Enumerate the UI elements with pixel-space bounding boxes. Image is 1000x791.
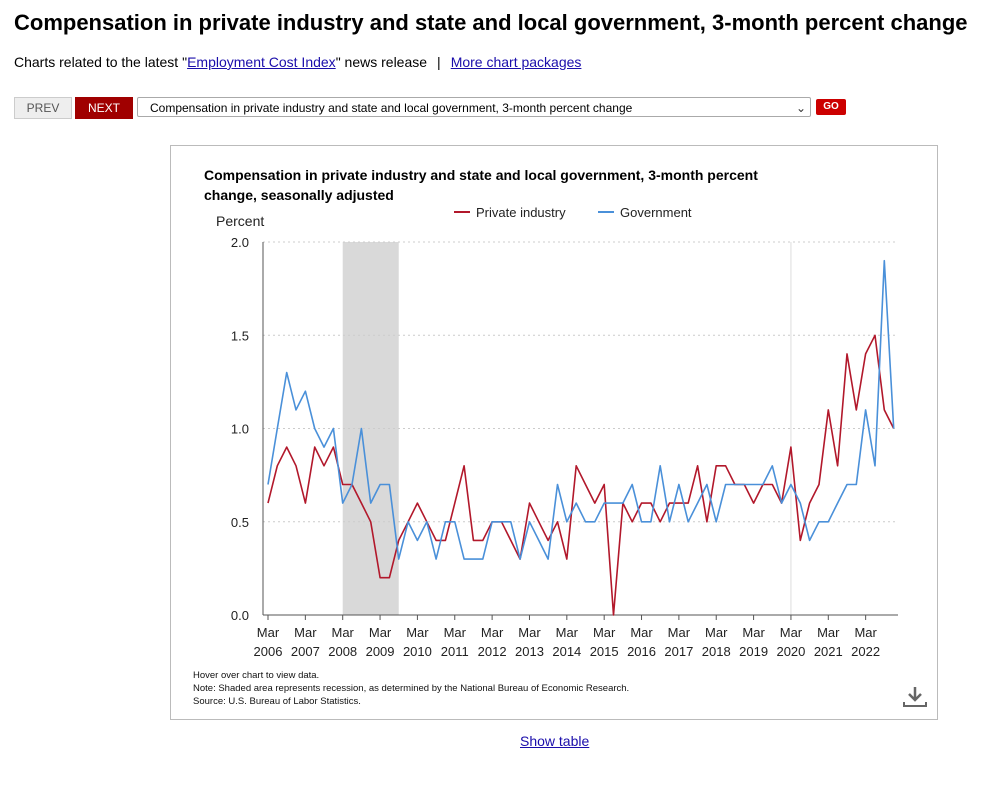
x-tick-month: Mar	[556, 625, 579, 640]
chart-note: Note: Shaded area represents recession, …	[193, 683, 629, 694]
x-tick-year: 2022	[851, 644, 880, 659]
series-line-government	[267, 259, 895, 560]
download-icon[interactable]	[903, 687, 927, 707]
x-tick-month: Mar	[817, 625, 840, 640]
x-tick-month: Mar	[481, 625, 504, 640]
x-tick-year: 2010	[403, 644, 432, 659]
next-button[interactable]: NEXT	[75, 97, 133, 119]
employment-cost-index-link[interactable]: Employment Cost Index	[187, 54, 336, 70]
x-tick-month: Mar	[854, 625, 877, 640]
x-tick-month: Mar	[257, 625, 280, 640]
x-tick-year: 2012	[478, 644, 507, 659]
chart-select-value: Compensation in private industry and sta…	[150, 101, 633, 115]
x-tick-year: 2006	[254, 644, 283, 659]
chart-select[interactable]: Compensation in private industry and sta…	[137, 97, 811, 117]
x-tick-month: Mar	[668, 625, 691, 640]
y-axis-label: Percent	[216, 213, 264, 229]
prev-button[interactable]: PREV	[14, 97, 72, 119]
recession-shade	[342, 242, 399, 615]
x-tick-year: 2018	[702, 644, 731, 659]
x-tick-month: Mar	[630, 625, 653, 640]
x-tick-year: 2020	[776, 644, 805, 659]
x-tick-year: 2015	[590, 644, 619, 659]
x-tick-year: 2016	[627, 644, 656, 659]
legend-label-government: Government	[620, 205, 692, 220]
y-tick-label: 1.0	[231, 422, 249, 437]
chart-container[interactable]: Compensation in private industry and sta…	[170, 145, 938, 720]
x-tick-year: 2009	[366, 644, 395, 659]
x-tick-year: 2011	[441, 644, 469, 659]
x-tick-month: Mar	[406, 625, 429, 640]
x-tick-month: Mar	[742, 625, 765, 640]
x-tick-year: 2014	[552, 644, 581, 659]
separator: |	[437, 54, 441, 70]
x-tick-month: Mar	[294, 625, 317, 640]
chart-title: Compensation in private industry and sta…	[204, 167, 758, 203]
x-tick-year: 2013	[515, 644, 544, 659]
chart-svg[interactable]: Compensation in private industry and sta…	[171, 146, 937, 719]
x-tick-month: Mar	[332, 625, 355, 640]
x-tick-year: 2019	[739, 644, 768, 659]
x-tick-month: Mar	[593, 625, 616, 640]
y-tick-label: 0.0	[231, 608, 249, 623]
chart-note: Hover over chart to view data.	[193, 670, 319, 681]
x-tick-month: Mar	[780, 625, 803, 640]
go-button[interactable]: GO	[816, 99, 846, 115]
y-tick-label: 2.0	[231, 235, 249, 250]
x-tick-month: Mar	[369, 625, 392, 640]
related-suffix: " news release	[335, 54, 428, 70]
chart-note: Source: U.S. Bureau of Labor Statistics.	[193, 696, 361, 707]
related-prefix: Charts related to the latest "	[14, 54, 188, 70]
related-line: Charts related to the latest "Employment…	[14, 54, 581, 70]
y-tick-label: 1.5	[231, 328, 249, 343]
more-chart-packages-link[interactable]: More chart packages	[450, 54, 582, 70]
y-tick-label: 0.5	[231, 515, 249, 530]
x-tick-year: 2007	[291, 644, 320, 659]
chevron-down-icon: ⌄	[795, 101, 806, 115]
x-tick-year: 2008	[328, 644, 357, 659]
x-tick-year: 2021	[814, 644, 843, 659]
x-tick-month: Mar	[444, 625, 467, 640]
page-title: Compensation in private industry and sta…	[14, 10, 968, 35]
show-table-link[interactable]: Show table	[520, 733, 590, 749]
x-tick-month: Mar	[705, 625, 728, 640]
legend-label-private: Private industry	[476, 205, 566, 220]
x-tick-month: Mar	[518, 625, 541, 640]
series-line-private	[267, 334, 895, 616]
x-tick-year: 2017	[664, 644, 693, 659]
